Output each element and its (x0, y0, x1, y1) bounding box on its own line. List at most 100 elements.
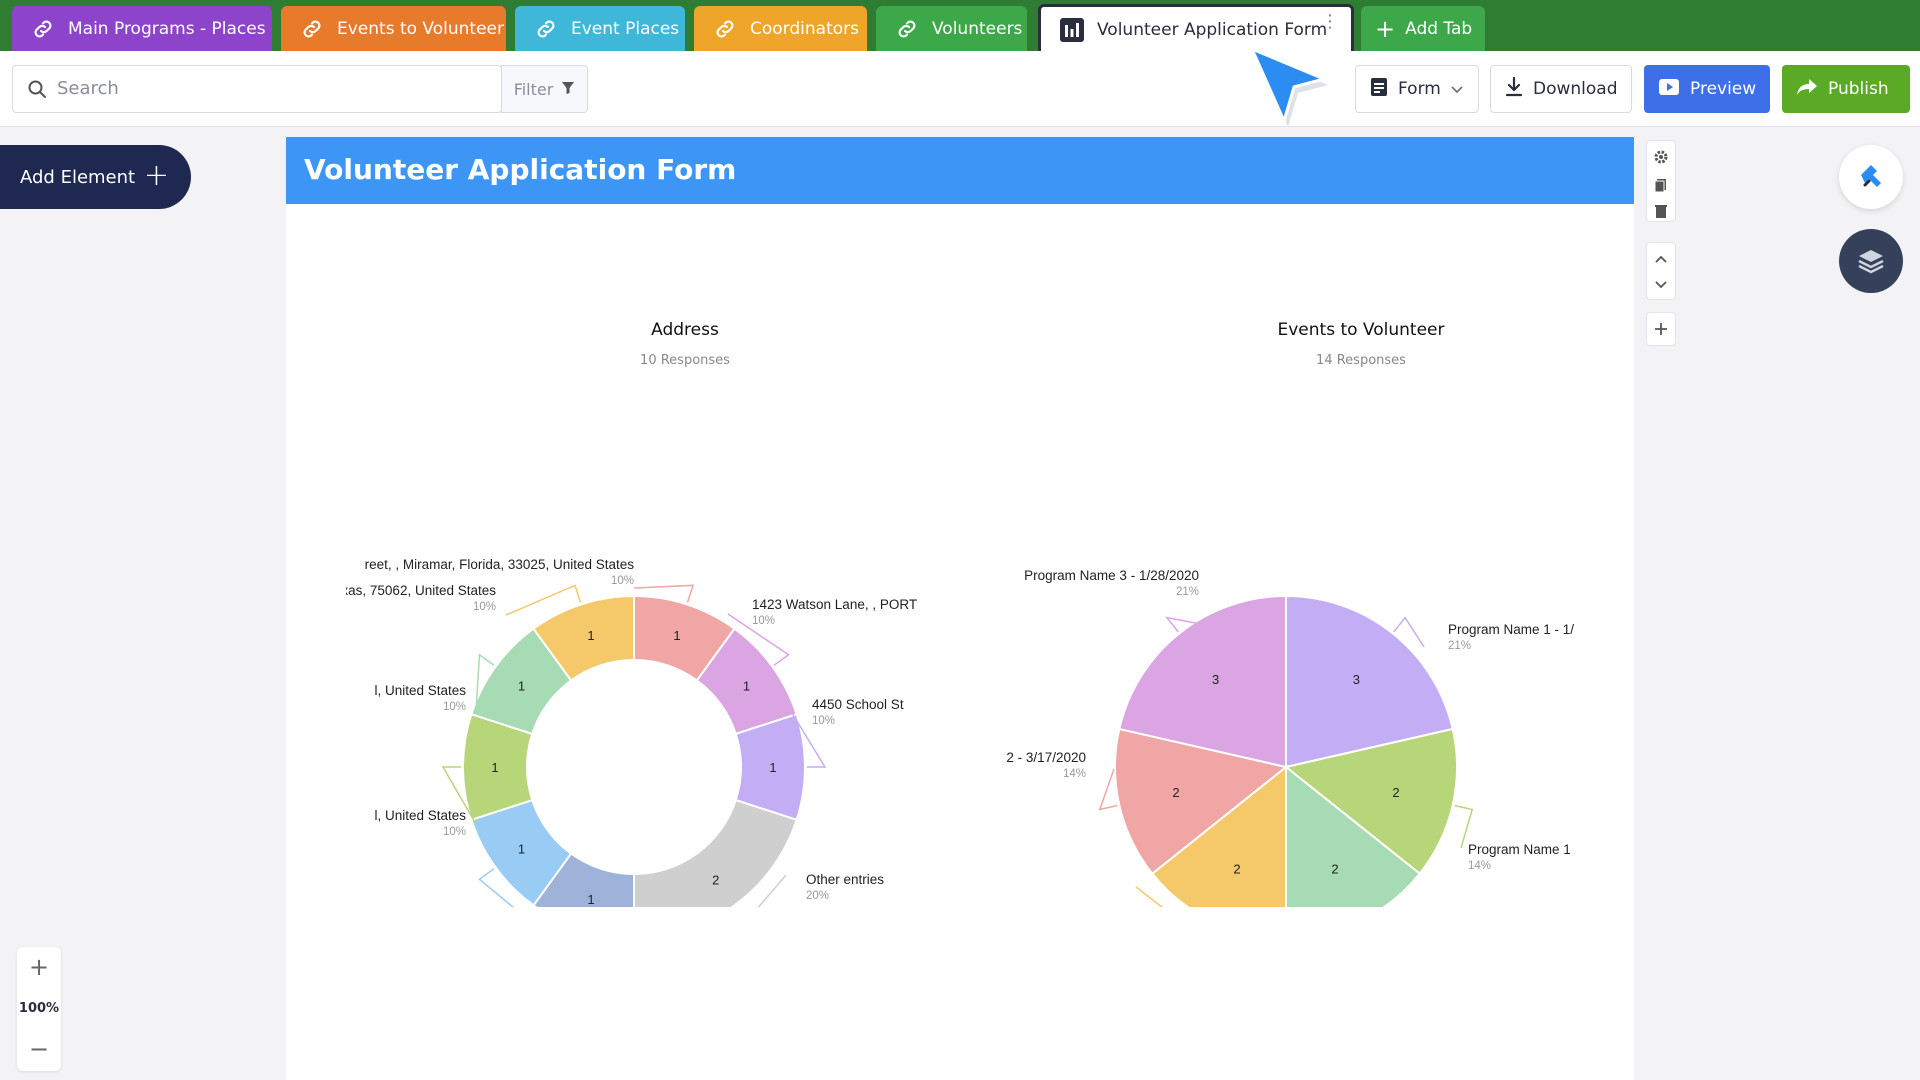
zoom-level: 100% (18, 1001, 60, 1016)
tab-label: Event Places (571, 18, 680, 39)
form-view-dropdown[interactable]: Form (1355, 65, 1479, 113)
slice-leader-line (475, 653, 495, 712)
slice-category-label: 2 - 3/17/2020 (1006, 750, 1086, 765)
report-chart-icon (1057, 15, 1087, 45)
slice-percent-label: 10% (752, 615, 775, 627)
slice-value-label: 1 (673, 628, 680, 643)
tool-hammer-button[interactable] (1839, 145, 1903, 209)
form-title: Volunteer Application Form (286, 137, 1634, 204)
slice-category-label: Other entries (806, 872, 884, 887)
plus-icon: + (143, 158, 169, 193)
slice-percent-label: 21% (1448, 640, 1471, 652)
search-placeholder: Search (57, 78, 119, 99)
slice-category-label: reet, , Miramar, Florida, 33025, United … (365, 557, 635, 572)
slice-value-label: 1 (491, 760, 498, 775)
slice-percent-label: 10% (443, 826, 466, 838)
link-icon (710, 14, 740, 44)
more-options-icon[interactable]: ⋮ (1321, 11, 1339, 32)
pie-slice[interactable] (1285, 764, 1422, 907)
funnel-icon (561, 80, 575, 99)
pie-slice[interactable] (1285, 594, 1454, 769)
link-icon (28, 14, 58, 44)
preview-button[interactable]: Preview (1644, 65, 1770, 113)
chevron-down-icon (1451, 79, 1463, 99)
slice-value-label: 2 (1172, 785, 1179, 800)
slice-leader-line (735, 874, 787, 907)
layers-icon (1858, 250, 1884, 274)
slice-leader-line (1135, 886, 1163, 907)
zoom-out-button[interactable]: − (28, 1035, 50, 1063)
tab-label: Main Programs - Places (68, 18, 266, 39)
publish-button[interactable]: Publish (1782, 65, 1910, 113)
tab-volunteers[interactable]: Volunteers (876, 6, 1027, 51)
copy-icon[interactable] (1653, 177, 1669, 193)
slice-category-label: ram Name 4 - 2/21/2020 (1014, 906, 1160, 907)
publish-label: Publish (1828, 79, 1889, 99)
chart-title-address: Address (651, 320, 719, 340)
tab-bar: Main Programs - Places Events to Volunte… (0, 0, 1920, 53)
filter-button[interactable]: Filter (501, 65, 588, 113)
slice-leader-line (727, 613, 790, 666)
tab-coordinators[interactable]: Coordinators (694, 6, 867, 51)
tab-volunteer-application-form[interactable]: Volunteer Application Form ⋮ (1038, 4, 1354, 53)
download-button[interactable]: Download (1490, 65, 1632, 113)
add-element-button[interactable]: Add Element + (0, 145, 191, 209)
slice-value-label: 1 (518, 842, 525, 857)
element-tools (1646, 140, 1676, 348)
slice-leader-line (1393, 616, 1425, 648)
chevron-down-icon[interactable] (1653, 277, 1669, 293)
slice-category-label: exas, 75062, United States (346, 583, 496, 598)
report-canvas: Volunteer Application Form Address 10 Re… (286, 137, 1634, 1080)
slice-leader-line (478, 868, 515, 907)
slice-value-label: 1 (587, 892, 594, 907)
preview-label: Preview (1690, 79, 1757, 99)
zoom-in-button[interactable]: + (28, 953, 50, 981)
chart-subtitle-events: 14 Responses (1316, 353, 1406, 368)
hammer-icon (1861, 165, 1881, 187)
toolbar: Search Filter Form Download Preview Publ… (0, 51, 1920, 127)
slice-category-label: Program Name 1 - 1/ (1448, 622, 1574, 637)
pie-slice[interactable] (1150, 764, 1287, 907)
zoom-control: + 100% − (17, 947, 61, 1071)
link-icon (531, 14, 561, 44)
pie-slice[interactable] (1283, 727, 1458, 876)
layers-button[interactable] (1839, 229, 1903, 293)
search-input[interactable]: Search (12, 65, 502, 113)
slice-percent-label: 20% (806, 890, 829, 902)
slice-value-label: 2 (1331, 862, 1338, 877)
plus-icon: + (1375, 14, 1396, 43)
slice-value-label: 1 (743, 678, 750, 693)
slice-leader-line (633, 584, 695, 603)
gear-icon[interactable] (1653, 149, 1669, 165)
slice-value-label: 2 (1392, 785, 1399, 800)
search-icon (27, 79, 47, 103)
slice-percent-label: 10% (443, 701, 466, 713)
add-below-button[interactable] (1646, 312, 1676, 346)
pie-slice[interactable] (1114, 727, 1289, 876)
slice-leader-line (1098, 768, 1118, 811)
tab-label: Events to Volunteer (337, 18, 504, 39)
filter-label: Filter (513, 79, 554, 99)
add-tab-button[interactable]: + Add Tab (1361, 6, 1485, 51)
tab-event-places[interactable]: Event Places (515, 6, 685, 51)
slice-value-label: 2 (712, 872, 719, 887)
slice-leader-line (505, 584, 582, 616)
slice-leader-line (1454, 804, 1474, 849)
slice-category-label: Program Name 1 (1468, 842, 1571, 857)
form-icon (1370, 77, 1388, 102)
slice-percent-label: 10% (812, 715, 835, 727)
trash-icon[interactable] (1653, 203, 1669, 219)
slice-category-label: Program Name 3 - 1/28/2020 (1024, 568, 1199, 583)
slice-category-label: 4450 School St (812, 697, 904, 712)
chevron-up-icon[interactable] (1653, 251, 1669, 267)
slice-percent-label: 14% (1063, 768, 1086, 780)
pie-slice[interactable] (633, 798, 798, 907)
pie-slice[interactable] (532, 594, 635, 682)
slice-value-label: 1 (769, 760, 776, 775)
tab-main-programs-places[interactable]: Main Programs - Places (12, 6, 272, 51)
pie-slice[interactable] (1118, 594, 1287, 769)
slice-value-label: 1 (587, 628, 594, 643)
link-icon (892, 14, 922, 44)
slice-percent-label: 21% (1176, 586, 1199, 598)
tab-events-to-volunteer[interactable]: Events to Volunteer (281, 6, 506, 51)
